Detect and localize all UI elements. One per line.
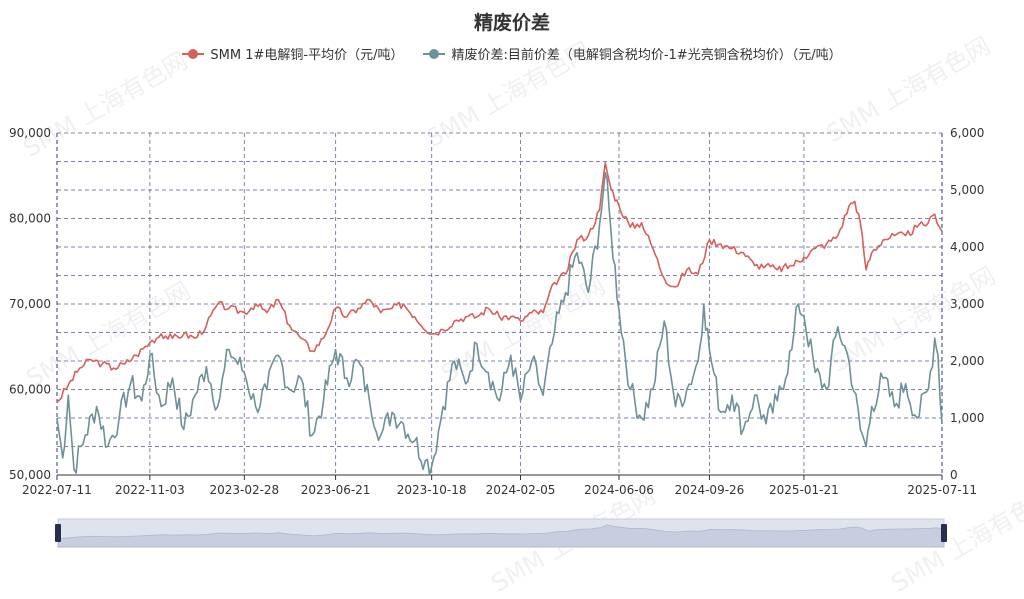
legend-label-price-spread: 精废价差:目前价差（电解铜含税均价-1#光亮铜含税均价）（元/吨）: [451, 48, 842, 63]
datazoom-left-handle[interactable]: [55, 524, 61, 542]
legend-line-dot-icon: [423, 48, 446, 60]
legend-line-dot-icon: [182, 48, 205, 60]
x-tick-label: 2024-02-05: [486, 483, 556, 497]
chart-plot: 50,000 60,000 70,000 80,000 90,000 0 1,000 2,0…: [9, 126, 984, 548]
chart-title: 精废价差: [473, 12, 550, 34]
x-tick-label: 2023-10-18: [397, 483, 467, 497]
legend-item-copy-price[interactable]: SMM 1#电解铜-平均价（元/吨）: [182, 44, 403, 63]
datazoom-right-handle[interactable]: [941, 524, 947, 542]
legend-item-price-spread[interactable]: 精废价差:目前价差（电解铜含税均价-1#光亮铜含税均价）（元/吨）: [423, 44, 842, 63]
series-copper-price-line: [56, 162, 943, 403]
x-tick-label: 2025-01-21: [769, 483, 839, 497]
y-right-tick-label: 2,000: [950, 354, 984, 368]
y-left-tick-label: 90,000: [9, 126, 51, 140]
legend-label-copy-price: SMM 1#电解铜-平均价（元/吨）: [210, 48, 404, 63]
y-right-tick-label: 3,000: [950, 297, 984, 311]
y-left-tick-label: 50,000: [9, 468, 51, 482]
y-right-tick-label: 1,000: [950, 411, 984, 425]
y-right-tick-label: 0: [950, 468, 958, 482]
y-left-tick-label: 60,000: [9, 383, 51, 397]
x-tick-label: 2025-07-11: [907, 483, 977, 497]
series-price-spread-line: [56, 172, 943, 476]
datazoom-preview-area: [57, 524, 945, 548]
legend: SMM 1#电解铜-平均价（元/吨） 精废价差:目前价差（电解铜含税均价-1#光…: [0, 44, 1024, 63]
x-tick-label: 2023-02-28: [209, 483, 279, 497]
x-tick-label: 2024-06-06: [584, 483, 654, 497]
y-right-tick-label: 5,000: [950, 183, 984, 197]
y-right-tick-label: 4,000: [950, 240, 984, 254]
x-tick-label: 2022-11-03: [115, 483, 185, 497]
x-tick-label: 2023-06-21: [301, 483, 371, 497]
y-left-tick-label: 70,000: [9, 297, 51, 311]
y-left-tick-label: 80,000: [9, 212, 51, 226]
y-right-tick-label: 6,000: [950, 126, 984, 140]
x-tick-label: 2024-09-26: [675, 483, 745, 497]
x-tick-label: 2022-07-11: [22, 483, 92, 497]
